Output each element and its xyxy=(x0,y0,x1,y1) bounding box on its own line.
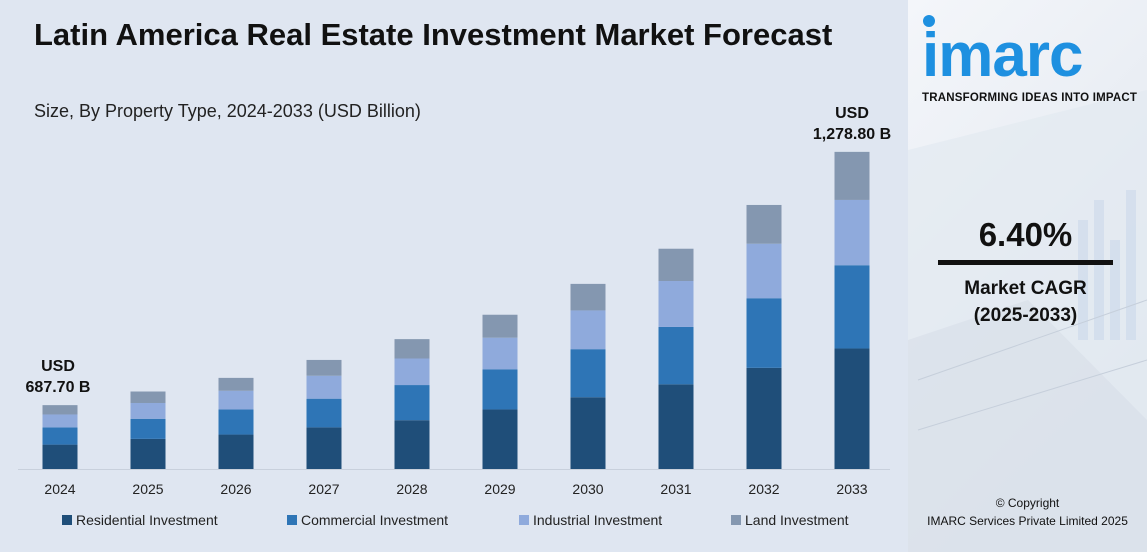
bar-segment-2031-s1 xyxy=(658,326,694,385)
bar-segment-2031-s3 xyxy=(658,248,694,282)
logo-tagline: TRANSFORMING IDEAS INTO IMPACT xyxy=(922,92,1138,104)
value-annotation-2033-line1: USD xyxy=(835,105,869,122)
bar-segment-2029-s3 xyxy=(482,314,518,338)
legend-swatch xyxy=(62,515,72,525)
bar-segment-2024-s0 xyxy=(42,444,78,469)
bar-segment-2029-s2 xyxy=(482,337,518,370)
chart-legend: Residential Investment Commercial Investm… xyxy=(0,512,908,534)
cagr-value: 6.40% xyxy=(978,216,1073,253)
bar-segment-2025-s3 xyxy=(130,391,166,403)
bar-segment-2028-s2 xyxy=(394,358,430,386)
bar-segment-2026-s3 xyxy=(218,377,254,391)
bar-segment-2031-s0 xyxy=(658,384,694,469)
bar-segment-2028-s3 xyxy=(394,339,430,359)
legend-item-2: Industrial Investment xyxy=(519,512,662,528)
legend-item-3: Land Investment xyxy=(731,512,849,528)
bar-segment-2025-s2 xyxy=(130,402,166,419)
bar-segment-2029-s1 xyxy=(482,369,518,410)
bar-segment-2024-s3 xyxy=(42,405,78,415)
bar-segment-2032-s0 xyxy=(746,367,782,469)
x-tick-label-2031: 2031 xyxy=(660,481,691,497)
value-annotation-2024-line2: 687.70 B xyxy=(26,379,91,396)
bar-segment-2030-s2 xyxy=(570,310,606,350)
legend-swatch xyxy=(731,515,741,525)
cagr-period: (2025-2033) xyxy=(973,305,1078,326)
x-tick-label-2024: 2024 xyxy=(44,481,75,497)
x-tick-label-2033: 2033 xyxy=(836,481,867,497)
x-tick-label-2032: 2032 xyxy=(748,481,779,497)
bar-segment-2030-s1 xyxy=(570,349,606,398)
chart-subtitle: Size, By Property Type, 2024-2033 (USD B… xyxy=(34,101,421,121)
bar-segment-2032-s1 xyxy=(746,298,782,368)
bar-segment-2033-s3 xyxy=(834,151,870,200)
value-annotation-2033-line2: 1,278.80 B xyxy=(813,126,891,143)
bar-segment-2027-s3 xyxy=(306,359,342,376)
x-tick-label-2025: 2025 xyxy=(132,481,163,497)
bar-segment-2030-s3 xyxy=(570,283,606,311)
bar-segment-2027-s0 xyxy=(306,427,342,469)
svg-text:imarc: imarc xyxy=(922,21,1082,84)
decorative-background-graphic xyxy=(908,90,1147,552)
bar-segment-2025-s1 xyxy=(130,418,166,439)
imarc-logo: imarc xyxy=(922,14,1137,90)
bar-segment-2027-s2 xyxy=(306,375,342,399)
legend-item-1: Commercial Investment xyxy=(287,512,448,528)
bar-segment-2029-s0 xyxy=(482,409,518,469)
legend-label: Industrial Investment xyxy=(533,512,663,528)
legend-label: Land Investment xyxy=(745,512,849,528)
x-tick-label-2026: 2026 xyxy=(220,481,251,497)
stacked-bar-chart: 2024 2025 2026 2027 2028 2029 2030 2031 2032 2033… xyxy=(18,105,891,497)
company-name: IMARC Services Private Limited 2025 xyxy=(927,514,1128,528)
bar-segment-2027-s1 xyxy=(306,398,342,428)
bar-segment-2026-s0 xyxy=(218,434,254,469)
x-tick-label-2028: 2028 xyxy=(396,481,427,497)
bar-segment-2025-s0 xyxy=(130,438,166,469)
legend-label: Residential Investment xyxy=(76,512,218,528)
bar-segment-2033-s1 xyxy=(834,265,870,349)
bar-segment-2024-s1 xyxy=(42,427,78,445)
value-annotation-2024-line1: USD xyxy=(41,358,75,375)
bar-segment-2026-s2 xyxy=(218,390,254,410)
bar-segment-2033-s2 xyxy=(834,199,870,266)
x-tick-label-2030: 2030 xyxy=(572,481,603,497)
bar-segment-2032-s2 xyxy=(746,243,782,299)
legend-swatch xyxy=(519,515,529,525)
legend-swatch xyxy=(287,515,297,525)
chart-title: Latin America Real Estate Investment Mar… xyxy=(34,17,833,52)
cagr-label: Market CAGR xyxy=(964,278,1087,299)
chart-panel: Latin America Real Estate Investment Mar… xyxy=(0,17,908,534)
imarc-logo-mark: imarc xyxy=(922,15,1083,90)
bar-segment-2028-s0 xyxy=(394,420,430,469)
bar-segment-2028-s1 xyxy=(394,385,430,421)
bar-segment-2033-s0 xyxy=(834,348,870,469)
bar-segment-2032-s3 xyxy=(746,204,782,244)
legend-label: Commercial Investment xyxy=(301,512,449,528)
legend-item-0: Residential Investment xyxy=(62,512,218,528)
copyright-notice: © Copyright xyxy=(995,496,1060,510)
x-tick-label-2027: 2027 xyxy=(308,481,339,497)
x-tick-label-2029: 2029 xyxy=(484,481,515,497)
bar-segment-2030-s0 xyxy=(570,397,606,469)
bar-segment-2031-s2 xyxy=(658,281,694,327)
cagr-divider xyxy=(938,260,1113,265)
bar-segment-2024-s2 xyxy=(42,414,78,428)
side-panel: imarc TRANSFORMING IDEAS INTO IMPACT 6.4… xyxy=(908,0,1147,552)
bar-segment-2026-s1 xyxy=(218,409,254,435)
